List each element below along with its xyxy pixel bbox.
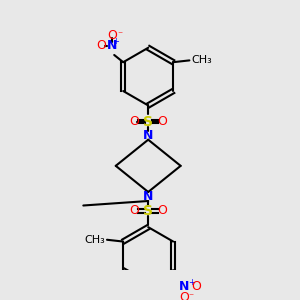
Text: O: O [129, 204, 139, 218]
Text: S: S [143, 204, 153, 218]
Text: N: N [107, 40, 118, 52]
Text: O: O [158, 115, 168, 128]
Text: +: + [188, 278, 195, 286]
Text: N: N [179, 280, 189, 293]
Text: ⁻: ⁻ [188, 292, 194, 300]
Text: O: O [158, 204, 168, 218]
Text: CH₃: CH₃ [84, 235, 105, 245]
Text: CH₃: CH₃ [191, 56, 212, 65]
Text: N: N [143, 190, 153, 203]
Text: O: O [107, 29, 117, 42]
Text: O: O [97, 40, 106, 52]
Text: O: O [192, 280, 202, 293]
Text: N: N [143, 129, 153, 142]
Text: O: O [179, 291, 189, 300]
Text: S: S [143, 115, 153, 129]
Text: O: O [129, 115, 139, 128]
Text: ⁻: ⁻ [117, 30, 122, 40]
Text: +: + [112, 37, 119, 46]
